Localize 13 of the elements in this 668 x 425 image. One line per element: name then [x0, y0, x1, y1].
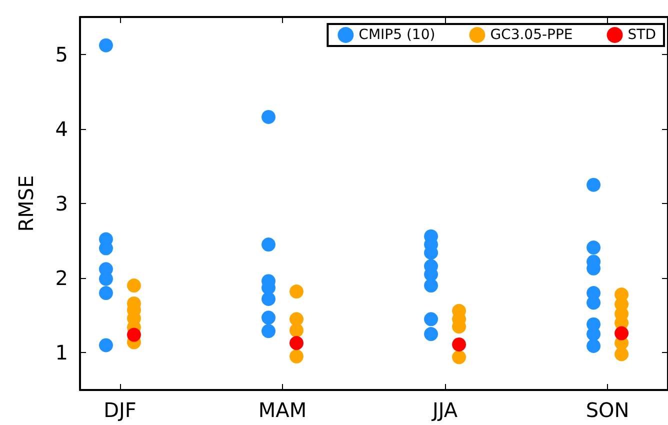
y-tick-label: 1: [55, 340, 68, 365]
legend-label: STD: [628, 27, 656, 43]
x-tick-label: JJA: [430, 398, 458, 422]
y-tick-label: 4: [55, 116, 68, 141]
x-tick-label: SON: [586, 398, 630, 422]
legend-label: GC3.05-PPE: [490, 27, 573, 43]
y-tick-label: 2: [55, 266, 68, 290]
x-tick-label: MAM: [258, 398, 307, 422]
x-tick-label: DJF: [104, 398, 136, 422]
y-tick-label: 5: [55, 42, 68, 66]
y-axis-title: RMSE: [14, 175, 38, 232]
y-tick-label: 3: [55, 192, 68, 216]
legend-label: CMIP5 (10): [358, 27, 436, 43]
